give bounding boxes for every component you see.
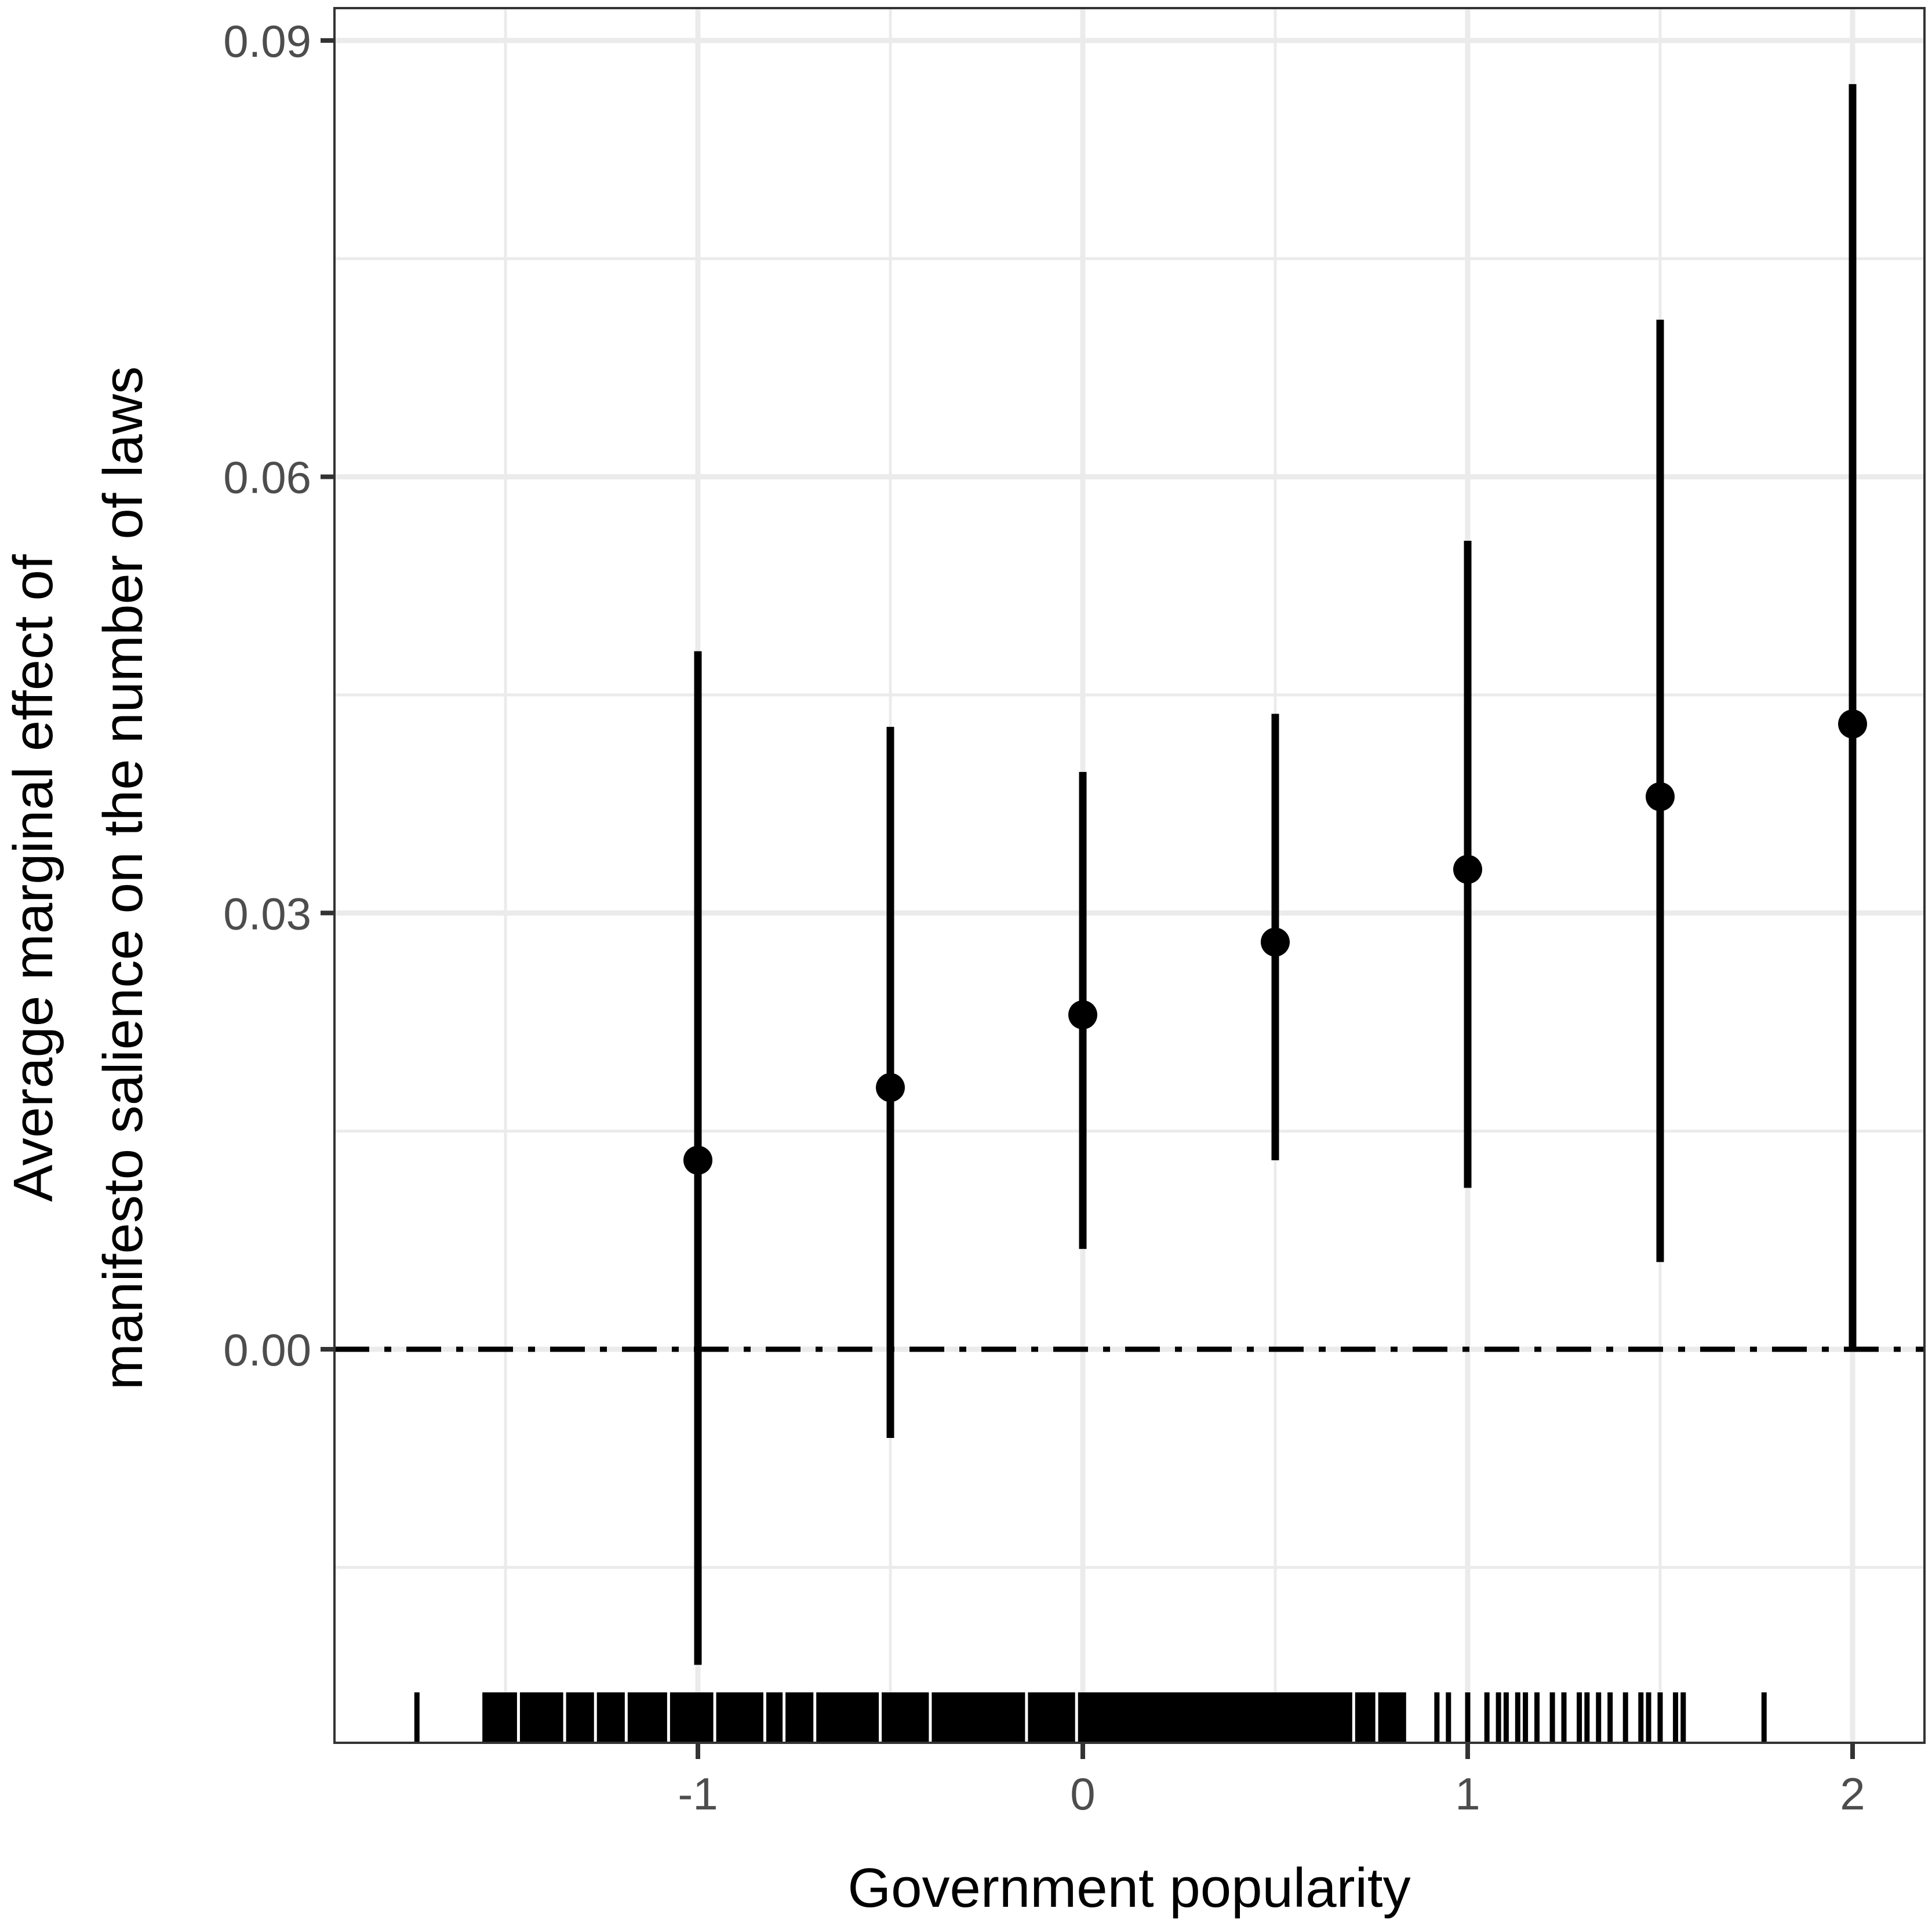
- estimate-point: [1068, 1000, 1097, 1029]
- estimate-point: [1646, 782, 1675, 811]
- y-tick-label: 0.00: [223, 1324, 311, 1375]
- y-tick-label: 0.06: [223, 452, 311, 503]
- error-bars: [683, 84, 1867, 1665]
- rug-plot: [414, 1692, 1767, 1742]
- rug-gap: [1375, 1692, 1378, 1742]
- x-tick-label: 0: [1070, 1768, 1095, 1819]
- y-tick-label: 0.09: [223, 16, 311, 67]
- estimate-point: [1453, 855, 1482, 884]
- rug-gap: [879, 1692, 882, 1742]
- x-tick-label: -1: [678, 1768, 718, 1819]
- rug-gap: [594, 1692, 597, 1742]
- rug-gap: [1352, 1692, 1355, 1742]
- estimate-point: [1838, 709, 1867, 739]
- rug-dense-block: [482, 1692, 1406, 1742]
- estimate-point: [876, 1073, 905, 1102]
- rug-gap: [1025, 1692, 1028, 1742]
- rug-gap: [624, 1692, 628, 1742]
- data-point-group: [876, 727, 905, 1439]
- data-point-group: [1838, 84, 1867, 1349]
- data-point-group: [1068, 771, 1097, 1249]
- estimate-point: [683, 1145, 712, 1175]
- x-axis-title: Government popularity: [847, 1857, 1410, 1919]
- data-point-group: [1646, 319, 1675, 1262]
- y-tick-label: 0.03: [223, 888, 311, 939]
- y-axis: 0.00 0.03 0.06 0.09: [223, 16, 334, 1375]
- rug-gap: [667, 1692, 670, 1742]
- rug-gap: [563, 1692, 566, 1742]
- data-point-group: [1453, 540, 1482, 1188]
- rug-gap: [516, 1692, 520, 1742]
- rug-gap: [1075, 1692, 1078, 1742]
- panel-border: [333, 7, 1926, 1744]
- y-axis-title: Average marginal effect of manifesto sal…: [2, 366, 154, 1390]
- rug-gap: [929, 1692, 932, 1742]
- estimate-point: [1261, 927, 1290, 957]
- data-point-group: [683, 651, 712, 1665]
- rug-gap: [783, 1692, 786, 1742]
- y-axis-title-line-2: manifesto salience on the number of laws: [92, 366, 154, 1390]
- rug-gap: [713, 1692, 716, 1742]
- rug-gap: [763, 1692, 766, 1742]
- y-axis-title-line-1: Average marginal effect of: [2, 554, 64, 1201]
- x-tick-label: 2: [1840, 1768, 1865, 1819]
- x-tick-label: 1: [1455, 1768, 1480, 1819]
- data-point-group: [1261, 713, 1290, 1160]
- rug-gap: [813, 1692, 817, 1742]
- x-axis: -1 0 1 2: [678, 1743, 1865, 1819]
